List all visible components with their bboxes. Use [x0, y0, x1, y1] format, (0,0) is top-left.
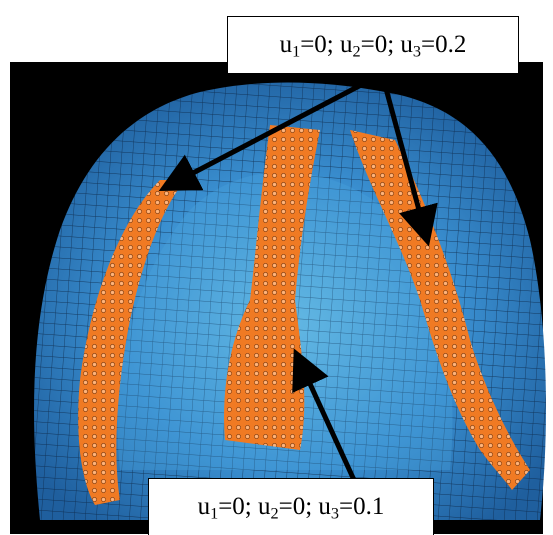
arrows: [158, 71, 438, 482]
callout-top-text: u1=0; u2=0; u3=0.2: [279, 31, 467, 61]
callout-bottom-text: u1=0; u2=0; u3=0.1: [197, 493, 385, 523]
arrow-top-to-left: [158, 71, 384, 191]
callout-bottom: u1=0; u2=0; u3=0.1: [148, 478, 434, 535]
left-orange-strip: [78, 180, 185, 505]
arrow-top-to-right: [379, 73, 438, 247]
right-orange-strip: [350, 130, 530, 490]
callout-top: u1=0; u2=0; u3=0.2: [227, 16, 519, 74]
arrow-bottom-to-center: [292, 348, 357, 482]
